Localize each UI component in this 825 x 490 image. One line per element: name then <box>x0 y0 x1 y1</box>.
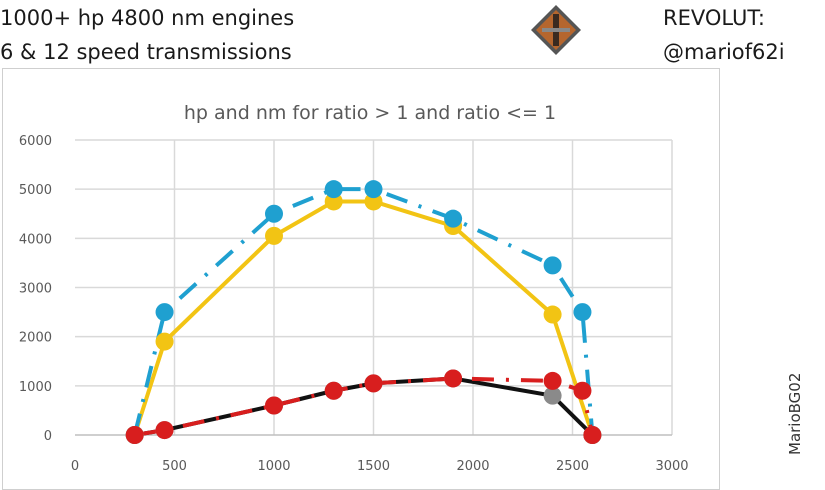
series-2-point <box>364 180 383 199</box>
series-2-point <box>155 303 174 322</box>
y-tick-label: 6000 <box>19 134 52 149</box>
series-line-1 <box>132 199 595 436</box>
y-tick-label: 5000 <box>19 183 52 198</box>
series-4-point <box>125 426 144 444</box>
y-tick-label: 1000 <box>19 380 52 395</box>
series-4-point <box>155 421 174 440</box>
series-line-2 <box>132 187 595 436</box>
series-4-point <box>324 381 343 400</box>
x-tick-label: 0 <box>71 459 79 474</box>
series-2-point <box>444 209 463 228</box>
line-chart: hp and nm for ratio > 1 and ratio <= 1 0… <box>19 102 689 474</box>
series-3-point <box>543 386 562 405</box>
x-tick-label: 2000 <box>456 459 489 474</box>
series-2-point <box>265 204 283 223</box>
series-2-point <box>543 256 562 275</box>
series-4-point <box>265 396 283 415</box>
diamond-emblem-logo <box>530 4 582 56</box>
series-4-point <box>543 371 562 390</box>
series-2-point <box>573 303 592 322</box>
series-1-point <box>265 226 283 245</box>
watermark: MarioBG02 <box>786 372 804 455</box>
series-1-point <box>543 305 562 324</box>
x-tick-label: 2500 <box>556 459 589 474</box>
series-line-3 <box>134 376 594 437</box>
header-line-2: 6 & 12 speed transmissions <box>0 40 292 64</box>
header-line-1: 1000+ hp 4800 nm engines <box>0 6 295 30</box>
y-tick-label: 2000 <box>19 331 52 346</box>
chart-title: hp and nm for ratio > 1 and ratio <= 1 <box>184 102 556 124</box>
series-4-point <box>444 369 463 388</box>
series-4-point <box>364 374 383 393</box>
y-tick-label: 0 <box>44 429 52 444</box>
revolut-handle: @mariof62i <box>663 40 785 64</box>
revolut-label: REVOLUT: <box>663 6 766 30</box>
y-tick-label: 4000 <box>19 232 52 247</box>
x-tick-label: 3000 <box>655 459 688 474</box>
series-4-point <box>573 381 592 400</box>
series-line-4 <box>134 376 595 437</box>
series-2-point <box>324 180 343 199</box>
x-tick-label: 500 <box>162 459 187 474</box>
x-tick-label: 1500 <box>357 459 390 474</box>
series-4-point <box>583 426 602 444</box>
series-1-point <box>155 332 174 351</box>
x-tick-label: 1000 <box>257 459 290 474</box>
y-tick-label: 3000 <box>19 282 52 297</box>
